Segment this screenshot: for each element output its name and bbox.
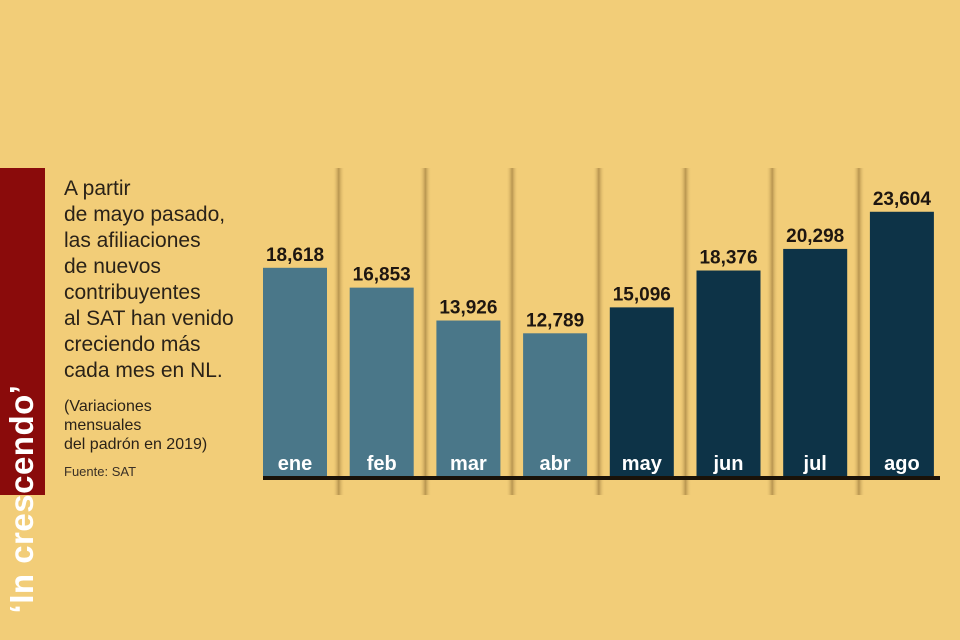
note: (Variaciones mensuales del padrón en 2019) (64, 397, 264, 454)
bar-may (609, 307, 674, 477)
note-line: (Variaciones (64, 398, 152, 415)
desc-line: A partir (64, 177, 131, 200)
column-divider (766, 168, 779, 495)
category-label: may (622, 453, 663, 475)
data-label: 20,298 (786, 226, 844, 247)
description: A partir de mayo pasado, las afiliaciones d… (64, 176, 264, 384)
data-label: 16,853 (353, 265, 411, 286)
title-banner: ‘In crescendo’ (0, 168, 45, 613)
desc-line: al SAT han venido (64, 307, 234, 330)
bar-ene (263, 267, 327, 477)
desc-line: de nuevos (64, 255, 161, 278)
column-divider (852, 168, 865, 495)
data-label: 18,618 (266, 245, 324, 266)
bar-abr (523, 333, 588, 477)
bar-ago (869, 211, 934, 478)
bar-jul (783, 248, 848, 477)
bar-mar (436, 320, 501, 477)
baseline (263, 476, 940, 480)
category-label: feb (367, 453, 397, 475)
note-line: del padrón en 2019) (64, 436, 208, 453)
column-divider (506, 168, 519, 495)
desc-line: contribuyentes (64, 281, 201, 304)
desc-line: cada mes en NL. (64, 359, 223, 382)
column-divider (679, 168, 692, 495)
category-label: jul (803, 453, 827, 475)
note-line: mensuales (64, 417, 142, 434)
column-divider (419, 168, 432, 495)
category-label: jun (713, 453, 744, 475)
category-label: abr (540, 453, 571, 475)
data-label: 23,604 (873, 189, 932, 210)
desc-line: creciendo más (64, 333, 201, 356)
column-divider (592, 168, 605, 495)
desc-line: las afiliaciones (64, 229, 201, 252)
data-label: 18,376 (699, 248, 757, 269)
category-label: mar (450, 453, 487, 475)
category-label: ene (278, 453, 312, 475)
desc-line: de mayo pasado, (64, 203, 226, 226)
data-label: 13,926 (439, 298, 497, 319)
source-label: Fuente: SAT (64, 464, 137, 479)
bar-jun (696, 270, 761, 477)
data-label: 12,789 (526, 310, 584, 331)
bar-feb (349, 287, 414, 477)
data-label: 15,096 (613, 284, 671, 305)
category-label: ago (884, 453, 920, 475)
column-divider (332, 168, 345, 495)
